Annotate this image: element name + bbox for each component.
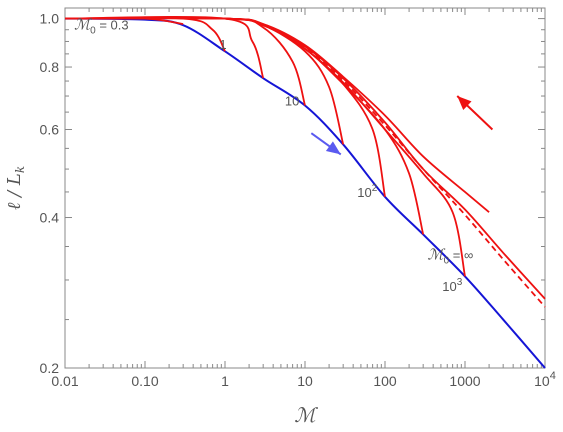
annotation-tail: = 0.3 [96, 18, 129, 33]
x-tick-label-sup: 4 [550, 370, 556, 382]
y-tick-label: 0.8 [40, 59, 60, 75]
x-tick-label-text: 10 [297, 373, 313, 389]
annotation-label-0: ℳ0 = 0.3 [74, 16, 129, 37]
annotation-label-1: 1 [219, 37, 226, 52]
x-tick-label: 100 [373, 373, 397, 389]
plot-frame [64, 7, 546, 369]
series-line-0 [64, 17, 546, 369]
y-axis-title-sub: k [13, 166, 27, 173]
arrow-head-1 [325, 141, 341, 155]
annotation-text: 10 [285, 94, 299, 109]
annotation-sub: 0 [90, 26, 96, 37]
annotation-text: 10 [442, 279, 456, 294]
x-tick-label-text: 0.01 [51, 373, 78, 389]
arrows-group [310, 95, 494, 156]
y-axis-title-main: ℓ / L [4, 173, 25, 210]
annotation-label-5: ℳ0 = ∞ [428, 245, 474, 266]
annotation-sup: 3 [457, 277, 463, 288]
annotation-text: ℳ [428, 245, 446, 263]
x-tick-label-text: 10 [534, 373, 550, 389]
annotation-text: ℳ [74, 16, 92, 34]
annotation-label-2: 10 [285, 94, 299, 109]
y-tick-label: 0.4 [40, 210, 60, 226]
x-tick-label: 1 [221, 373, 229, 389]
annotation-sub: 0 [444, 255, 450, 266]
y-tick-label: 0.2 [40, 360, 60, 376]
annotation-sup: 2 [372, 183, 378, 194]
x-tick-label: 10 [297, 373, 313, 389]
x-tick-label: 0.10 [131, 373, 158, 389]
annotation-text: 10 [357, 185, 371, 200]
x-tick-label: 104 [534, 370, 556, 389]
x-tick-label-text: 1000 [449, 373, 480, 389]
series-group [64, 16, 546, 369]
annotation-text: 1 [219, 37, 226, 52]
y-axis-title: ℓ / Lk [4, 166, 27, 210]
x-tick-label-text: 100 [373, 373, 397, 389]
x-tick-label: 1000 [449, 373, 480, 389]
arrow-head-0 [457, 96, 472, 111]
x-tick-label: 0.01 [51, 373, 78, 389]
y-tick-label: 1.0 [40, 11, 60, 27]
series-line-10 [64, 17, 490, 213]
annotation-label-4: 103 [442, 277, 462, 294]
series-line-11 [64, 17, 546, 308]
x-axis-title: ℳ [294, 403, 318, 427]
series-line-7 [64, 17, 425, 235]
y-tick-label: 0.6 [40, 121, 60, 137]
annotation-tail: = ∞ [449, 247, 473, 262]
annotation-label-3: 102 [357, 183, 377, 200]
x-tick-label-text: 1 [221, 373, 229, 389]
x-tick-label-text: 0.10 [131, 373, 158, 389]
